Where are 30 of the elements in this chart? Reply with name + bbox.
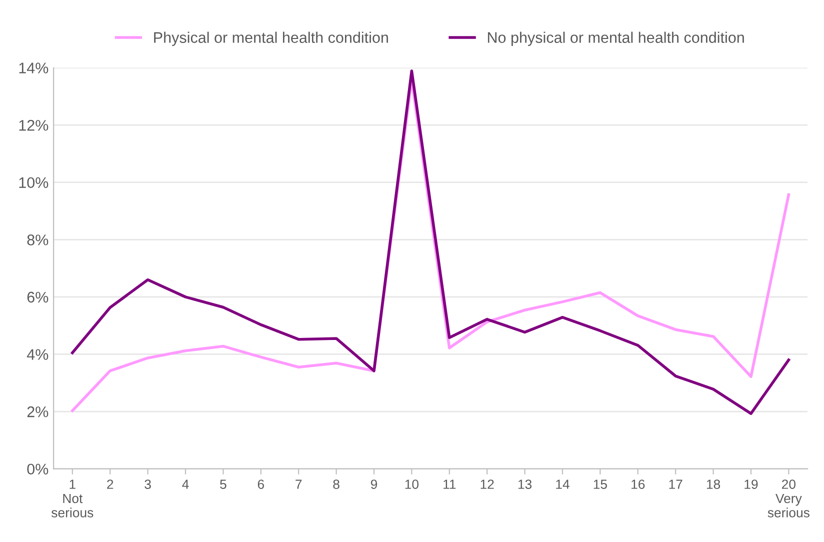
x-tick-label: 18	[706, 480, 720, 489]
x-tick-label: 5	[220, 480, 226, 489]
x-tick-label: 10	[405, 480, 419, 489]
x-tick-label: 1 Not serious	[52, 480, 94, 518]
x-tick-label: 4	[182, 480, 189, 489]
x-tick-label: 7	[296, 480, 302, 489]
x-tick-label: 11	[444, 480, 456, 489]
x-tick-label: 13	[518, 480, 532, 489]
x-tick-label: 16	[632, 480, 645, 489]
y-tick-label: 10%	[19, 177, 48, 188]
y-tick-label: 8%	[27, 234, 48, 246]
x-tick-label: 19	[744, 480, 758, 489]
x-tick-label: 12	[480, 480, 494, 489]
x-tick-label: 20 Very serious	[768, 480, 810, 518]
x-tick-label: 15	[594, 480, 607, 489]
legend-label: No physical or mental health condition	[488, 32, 744, 46]
y-tick-label: 12%	[19, 120, 48, 131]
y-tick-label: 4%	[26, 349, 48, 360]
y-tick-label: 6%	[27, 292, 48, 303]
x-tick-label: 17	[669, 480, 682, 489]
x-tick-label: 14	[556, 480, 570, 489]
x-tick-label: 9	[370, 480, 378, 489]
y-tick-label: 0%	[27, 464, 48, 475]
legend-label: Physical or mental health condition	[154, 32, 388, 46]
y-tick-label: 14%	[19, 62, 48, 74]
x-tick-label: 2	[107, 480, 114, 489]
y-tick-label: 2%	[27, 406, 48, 418]
x-tick-label: 8	[333, 480, 340, 489]
x-tick-label: 6	[258, 480, 264, 489]
x-tick-label: 3	[144, 480, 151, 489]
